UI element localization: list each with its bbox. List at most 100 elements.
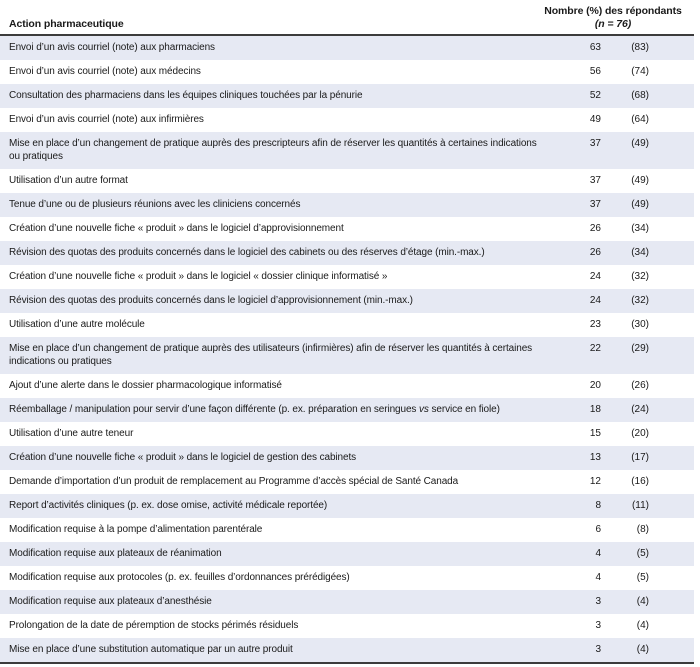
action-cell: Utilisation d’une autre molécule bbox=[9, 319, 145, 330]
percent-cell: (8) bbox=[636, 524, 649, 535]
percent-cell: (16) bbox=[631, 476, 649, 487]
percent-cell: (17) bbox=[631, 452, 649, 463]
table-row: Demande d’importation d’un produit de re… bbox=[0, 470, 694, 494]
count-cell: 6 bbox=[595, 524, 601, 535]
percent-cell: (68) bbox=[631, 90, 649, 101]
count-cell: 13 bbox=[589, 452, 601, 463]
count-cell: 37 bbox=[589, 175, 601, 186]
action-cell: Report d’activités cliniques (p. ex. dos… bbox=[9, 500, 328, 511]
count-cell: 18 bbox=[589, 404, 601, 415]
percent-cell: (26) bbox=[631, 380, 649, 391]
percent-cell: (64) bbox=[631, 114, 649, 125]
count-cell: 3 bbox=[595, 596, 601, 607]
table-row: Ajout d’une alerte dans le dossier pharm… bbox=[0, 374, 694, 398]
count-cell: 3 bbox=[595, 644, 601, 655]
table-body: Envoi d’un avis courriel (note) aux phar… bbox=[0, 36, 694, 664]
action-cell: Envoi d’un avis courriel (note) aux infi… bbox=[9, 114, 204, 125]
table-row: Mise en place d’un changement de pratiqu… bbox=[0, 337, 694, 374]
count-cell: 52 bbox=[589, 90, 601, 101]
table-row: Consultation des pharmaciens dans les éq… bbox=[0, 84, 694, 108]
percent-cell: (49) bbox=[631, 175, 649, 186]
table-row: Réemballage / manipulation pour servir d… bbox=[0, 398, 694, 422]
table-row: Révision des quotas des produits concern… bbox=[0, 241, 694, 265]
table-row: Utilisation d’un autre format 37 (49) bbox=[0, 169, 694, 193]
respondents-header-line1: Nombre (%) des répondants bbox=[544, 5, 682, 17]
percent-cell: (34) bbox=[631, 223, 649, 234]
action-cell: Modification requise aux plateaux de réa… bbox=[9, 548, 222, 559]
table-row: Mise en place d’un changement de pratiqu… bbox=[0, 132, 694, 169]
action-cell: Mise en place d’un changement de pratiqu… bbox=[9, 138, 537, 162]
table-row: Report d’activités cliniques (p. ex. dos… bbox=[0, 494, 694, 518]
percent-cell: (49) bbox=[631, 138, 649, 149]
action-cell: Tenue d’une ou de plusieurs réunions ave… bbox=[9, 199, 301, 210]
percent-cell: (11) bbox=[631, 500, 649, 511]
action-cell: Modification requise à la pompe d’alimen… bbox=[9, 524, 263, 535]
action-cell: Modification requise aux protocoles (p. … bbox=[9, 572, 350, 583]
action-cell: Consultation des pharmaciens dans les éq… bbox=[9, 90, 363, 101]
column-header-action-pharmaceutique: Action pharmaceutique bbox=[9, 18, 124, 30]
table-row: Mise en place d’une substitution automat… bbox=[0, 638, 694, 662]
table-row: Envoi d’un avis courriel (note) aux phar… bbox=[0, 36, 694, 60]
table-row: Création d’une nouvelle fiche « produit … bbox=[0, 265, 694, 289]
count-cell: 4 bbox=[595, 548, 601, 559]
table-row: Prolongation de la date de péremption de… bbox=[0, 614, 694, 638]
percent-cell: (20) bbox=[631, 428, 649, 439]
count-cell: 49 bbox=[589, 114, 601, 125]
percent-cell: (74) bbox=[631, 66, 649, 77]
count-cell: 56 bbox=[589, 66, 601, 77]
count-cell: 26 bbox=[589, 223, 601, 234]
table-header-row: Action pharmaceutique Nombre (%) des rép… bbox=[0, 0, 694, 36]
table-row: Utilisation d’une autre teneur 15 (20) bbox=[0, 422, 694, 446]
action-cell: Envoi d’un avis courriel (note) aux méde… bbox=[9, 66, 201, 77]
action-cell: Révision des quotas des produits concern… bbox=[9, 295, 413, 306]
percent-cell: (4) bbox=[636, 644, 649, 655]
percent-cell: (5) bbox=[636, 548, 649, 559]
count-cell: 26 bbox=[589, 247, 601, 258]
count-cell: 63 bbox=[589, 42, 601, 53]
action-cell: Utilisation d’un autre format bbox=[9, 175, 128, 186]
action-cell: Demande d’importation d’un produit de re… bbox=[9, 476, 459, 487]
column-header-respondents: Nombre (%) des répondants (n = 76) bbox=[532, 5, 694, 31]
table-row: Création d’une nouvelle fiche « produit … bbox=[0, 446, 694, 470]
action-cell: Création d’une nouvelle fiche « produit … bbox=[9, 271, 388, 282]
count-cell: 24 bbox=[589, 271, 601, 282]
count-cell: 3 bbox=[595, 620, 601, 631]
percent-cell: (32) bbox=[631, 295, 649, 306]
action-cell: Création d’une nouvelle fiche « produit … bbox=[9, 223, 344, 234]
table-row: Révision des quotas des produits concern… bbox=[0, 289, 694, 313]
action-cell: Réemballage / manipulation pour servir d… bbox=[9, 404, 500, 415]
action-cell: Création d’une nouvelle fiche « produit … bbox=[9, 452, 357, 463]
action-cell: Révision des quotas des produits concern… bbox=[9, 247, 485, 258]
count-cell: 22 bbox=[589, 343, 601, 354]
count-cell: 37 bbox=[589, 199, 601, 210]
percent-cell: (83) bbox=[631, 42, 649, 53]
percent-cell: (34) bbox=[631, 247, 649, 258]
table-row: Modification requise aux plateaux d’anes… bbox=[0, 590, 694, 614]
percent-cell: (30) bbox=[631, 319, 649, 330]
count-cell: 20 bbox=[589, 380, 601, 391]
percent-cell: (29) bbox=[631, 343, 649, 354]
table-row: Utilisation d’une autre molécule 23 (30) bbox=[0, 313, 694, 337]
percent-cell: (24) bbox=[631, 404, 649, 415]
count-cell: 37 bbox=[589, 138, 601, 149]
percent-cell: (4) bbox=[636, 596, 649, 607]
count-cell: 4 bbox=[595, 572, 601, 583]
count-cell: 24 bbox=[589, 295, 601, 306]
action-cell: Prolongation de la date de péremption de… bbox=[9, 620, 299, 631]
percent-cell: (4) bbox=[636, 620, 649, 631]
percent-cell: (49) bbox=[631, 199, 649, 210]
count-cell: 15 bbox=[589, 428, 601, 439]
table-row: Création d’une nouvelle fiche « produit … bbox=[0, 217, 694, 241]
action-cell: Mise en place d’une substitution automat… bbox=[9, 644, 293, 655]
table-row: Modification requise à la pompe d’alimen… bbox=[0, 518, 694, 542]
table-row: Modification requise aux plateaux de réa… bbox=[0, 542, 694, 566]
table-row: Modification requise aux protocoles (p. … bbox=[0, 566, 694, 590]
count-cell: 23 bbox=[589, 319, 601, 330]
count-cell: 12 bbox=[589, 476, 601, 487]
action-cell: Utilisation d’une autre teneur bbox=[9, 428, 134, 439]
action-cell: Mise en place d’un changement de pratiqu… bbox=[9, 343, 533, 367]
table-row: Envoi d’un avis courriel (note) aux méde… bbox=[0, 60, 694, 84]
action-cell: Ajout d’une alerte dans le dossier pharm… bbox=[9, 380, 282, 391]
table-row: Tenue d’une ou de plusieurs réunions ave… bbox=[0, 193, 694, 217]
